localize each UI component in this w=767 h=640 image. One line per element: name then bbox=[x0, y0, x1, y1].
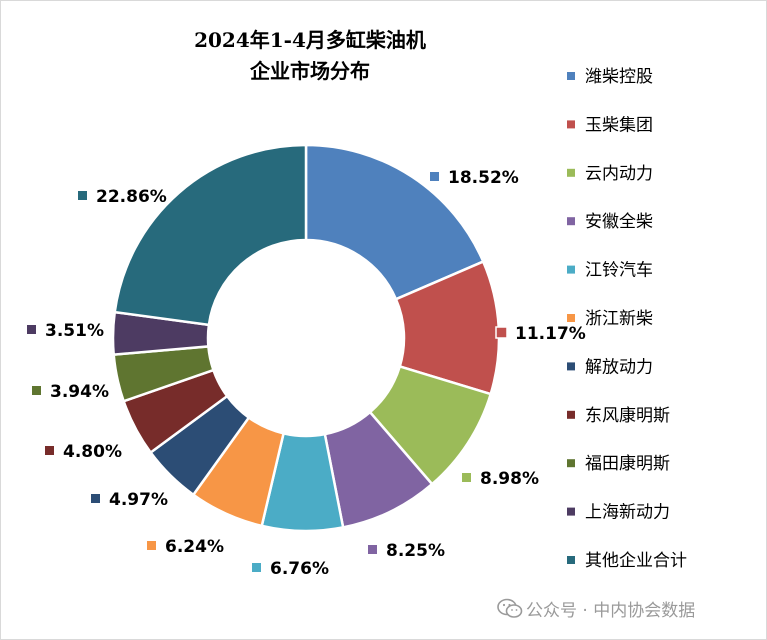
legend-marker-8 bbox=[567, 410, 575, 419]
data-label-marker-4 bbox=[368, 545, 377, 554]
data-label-marker-3 bbox=[462, 473, 471, 482]
legend-marker-3 bbox=[567, 168, 575, 177]
legend-marker-4 bbox=[567, 217, 575, 226]
donut-slice-1 bbox=[304, 143, 485, 301]
data-label-2: 11.17% bbox=[515, 324, 586, 344]
legend-marker-9 bbox=[567, 459, 575, 468]
legend-label-4: 安徽全柴 bbox=[585, 212, 653, 232]
data-label-1: 18.52% bbox=[448, 168, 519, 188]
legend-label-11: 其他企业合计 bbox=[585, 551, 687, 571]
legend-label-3: 云内动力 bbox=[585, 164, 653, 184]
data-label-7: 4.97% bbox=[109, 490, 168, 510]
data-label-marker-8 bbox=[45, 446, 54, 455]
chart-title-line2: 企业市场分布 bbox=[250, 59, 370, 83]
data-label-marker-1 bbox=[430, 172, 439, 181]
data-label-9: 3.94% bbox=[50, 382, 109, 402]
data-label-marker-2 bbox=[495, 326, 508, 339]
wechat-icon bbox=[497, 598, 523, 618]
legend-label-5: 江铃汽车 bbox=[585, 261, 653, 281]
data-label-6: 6.24% bbox=[165, 537, 224, 557]
legend-marker-1 bbox=[567, 72, 575, 80]
legend-marker-10 bbox=[567, 507, 575, 516]
legend-marker-5 bbox=[567, 265, 575, 274]
data-label-3: 8.98% bbox=[480, 469, 539, 489]
legend-label-2: 玉柴集团 bbox=[585, 115, 653, 135]
data-label-marker-9 bbox=[32, 386, 41, 395]
data-label-marker-10 bbox=[27, 325, 36, 334]
data-label-5: 6.76% bbox=[270, 559, 329, 579]
legend-marker-11 bbox=[567, 556, 575, 564]
data-label-marker-11 bbox=[78, 191, 87, 200]
donut-slice-11 bbox=[113, 143, 308, 327]
legend-marker-6 bbox=[567, 314, 575, 322]
data-label-8: 4.80% bbox=[63, 442, 122, 462]
legend-label-9: 福田康明斯 bbox=[585, 454, 670, 474]
legend-label-6: 浙江新柴 bbox=[585, 309, 653, 329]
chart-title-line1: 2024年1-4月多缸柴油机 bbox=[194, 28, 426, 52]
data-label-marker-7 bbox=[91, 494, 100, 503]
legend-marker-2 bbox=[567, 120, 575, 129]
data-label-marker-5 bbox=[252, 563, 261, 572]
data-label-11: 22.86% bbox=[96, 187, 167, 207]
legend-label-10: 上海新动力 bbox=[585, 503, 670, 523]
watermark-text: 公众号 · 中内协会数据 bbox=[526, 601, 696, 621]
legend-marker-7 bbox=[567, 362, 575, 371]
legend-label-8: 东风康明斯 bbox=[585, 406, 670, 426]
legend-label-1: 潍柴控股 bbox=[585, 67, 653, 87]
legend-label-7: 解放动力 bbox=[585, 357, 653, 377]
data-label-marker-6 bbox=[147, 541, 156, 550]
data-label-10: 3.51% bbox=[45, 321, 104, 341]
data-label-4: 8.25% bbox=[386, 541, 445, 561]
